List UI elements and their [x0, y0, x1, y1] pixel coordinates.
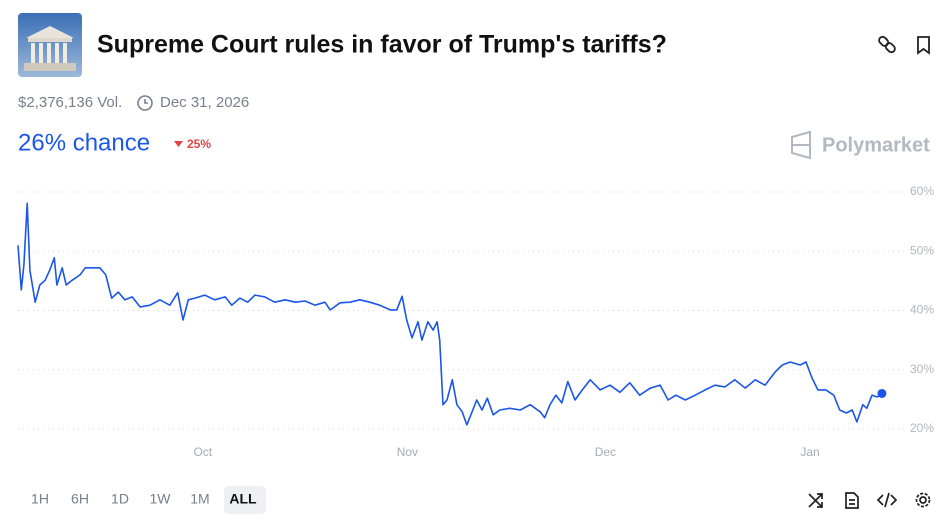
clock-icon — [137, 95, 153, 111]
end-dot — [877, 388, 887, 398]
range-button[interactable]: 1H — [31, 491, 49, 507]
y-tick-label: 50% — [910, 243, 934, 257]
y-tick-label: 40% — [910, 303, 934, 317]
x-tick-label: Nov — [397, 445, 418, 459]
price-line — [17, 202, 883, 426]
y-tick-label: 60% — [910, 184, 934, 198]
embed-button[interactable] — [876, 492, 898, 508]
range-buttons: 1H 6H 1D 1W 1M ALL — [31, 486, 266, 514]
range-button[interactable]: 1M — [190, 491, 209, 507]
link-button[interactable] — [878, 35, 897, 54]
y-tick-label: 20% — [910, 421, 934, 435]
chance: 26% chance — [18, 129, 150, 156]
range-button-bg[interactable] — [224, 486, 266, 514]
chart: 20% 30% 40% 50% 60% Oct Nov Dec Jan — [17, 184, 934, 459]
range-button[interactable]: 1D — [111, 491, 129, 507]
y-tick-label: 30% — [910, 362, 934, 376]
toolbar — [808, 492, 931, 509]
volume: $2,376,136 Vol. — [18, 94, 122, 111]
down-arrow — [174, 141, 183, 147]
brand-name: Polymarket — [822, 134, 930, 156]
bookmark-button[interactable] — [917, 36, 930, 55]
end-date: Dec 31, 2026 — [160, 94, 249, 111]
range-button[interactable]: 6H — [71, 491, 89, 507]
market-icon — [18, 13, 82, 77]
range-button[interactable]: 1W — [150, 491, 172, 507]
notes-button[interactable] — [845, 492, 859, 509]
change: 25% — [187, 137, 211, 151]
settings-button[interactable] — [915, 492, 931, 508]
x-tick-label: Jan — [800, 445, 819, 459]
brand-logo — [791, 130, 811, 160]
range-button[interactable]: ALL — [229, 491, 257, 507]
market-title: Supreme Court rules in favor of Trump's … — [97, 31, 667, 59]
shuffle-button[interactable] — [808, 493, 823, 508]
x-tick-label: Dec — [595, 445, 616, 459]
x-tick-label: Oct — [193, 445, 212, 459]
